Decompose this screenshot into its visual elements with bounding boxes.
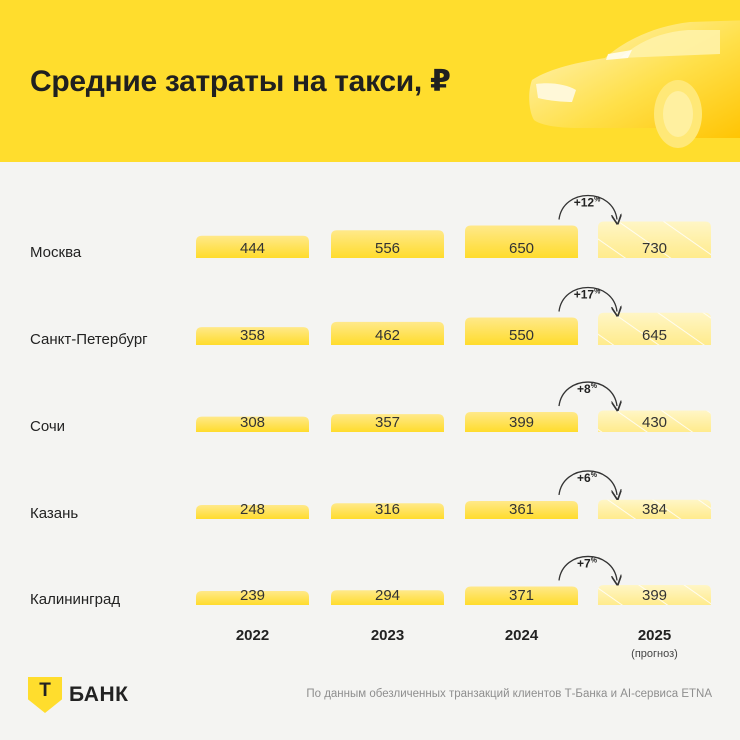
growth-arrow <box>558 287 617 312</box>
city-row: Москва 444 556 650 730 +12% <box>30 195 711 261</box>
growth-unit: % <box>591 383 598 390</box>
bar-value-label: 550 <box>509 327 534 344</box>
city-label: Москва <box>30 244 82 261</box>
bar-value-label: 316 <box>375 501 400 518</box>
growth-arrow <box>558 555 617 580</box>
bar-value-label: 645 <box>642 327 667 344</box>
forecast-note: (прогноз) <box>631 648 678 660</box>
city-row: Казань 248 316 361 384 +6% <box>30 470 711 522</box>
city-row: Сочи 308 357 399 430 +8% <box>30 381 711 435</box>
bar-value-label: 650 <box>509 240 534 257</box>
bar <box>196 235 309 258</box>
city-row: Санкт-Петербург 358 462 550 645 +17% <box>30 287 711 348</box>
bar-value-label: 399 <box>642 587 667 604</box>
bar <box>465 586 578 605</box>
growth-label: +7% <box>577 556 598 570</box>
bar <box>196 505 309 519</box>
growth-unit: % <box>594 197 601 204</box>
year-label: 2024 <box>505 627 539 644</box>
bar-value-label: 430 <box>642 414 667 431</box>
growth-unit: % <box>591 472 598 479</box>
bar <box>465 500 578 519</box>
bar-forecast-hatch <box>598 410 711 432</box>
bar <box>331 503 444 519</box>
bar-value-label: 384 <box>642 501 667 518</box>
bar-value-label: 358 <box>240 327 265 344</box>
growth-unit: % <box>591 557 598 564</box>
bar-value-label: 444 <box>240 240 265 257</box>
tbank-shield-icon: Т <box>28 677 62 713</box>
bar <box>331 590 444 605</box>
bar <box>196 416 309 432</box>
bar-value-label: 462 <box>375 327 400 344</box>
bar-value-label: 248 <box>240 501 265 518</box>
bar-value-label: 399 <box>509 414 534 431</box>
tbank-wordmark: БАНК <box>69 683 129 706</box>
bar-forecast-hatch <box>598 221 711 258</box>
bar <box>331 414 444 432</box>
bar <box>196 327 309 345</box>
growth-arrow <box>558 195 617 220</box>
bar <box>331 321 444 345</box>
bar <box>465 412 578 432</box>
city-label: Санкт-Петербург <box>30 331 148 348</box>
bar-value-label: 239 <box>240 587 265 604</box>
bar-value-label: 361 <box>509 501 534 518</box>
bar <box>331 230 444 258</box>
growth-unit: % <box>594 289 601 296</box>
bar <box>465 225 578 258</box>
city-row: Калининград 239 294 371 399 +7% <box>30 555 711 608</box>
growth-arrow <box>558 381 617 406</box>
bar-forecast-hatch <box>598 585 711 605</box>
growth-label: +17% <box>574 288 601 302</box>
growth-label: +8% <box>577 382 598 396</box>
year-label: 2022 <box>236 627 269 644</box>
header-banner: Средние затраты на такси, ₽ <box>0 0 740 162</box>
year-label: 2023 <box>371 627 404 644</box>
bar <box>196 591 309 605</box>
year-label: 2025 <box>638 627 671 644</box>
bar-forecast-hatch <box>598 499 711 519</box>
page-title: Средние затраты на такси, ₽ <box>30 65 451 98</box>
tbank-logo: Т БАНК <box>28 677 128 713</box>
taxi-cost-chart: Москва 444 556 650 730 +12% Санкт-Петербург 358… <box>30 195 711 660</box>
source-note: По данным обезличенных транзакций клиент… <box>306 688 712 700</box>
bar-value-label: 308 <box>240 414 265 431</box>
taxi-car-icon <box>529 20 740 148</box>
bar-value-label: 556 <box>375 240 400 257</box>
city-label: Калининград <box>30 591 120 608</box>
growth-label: +12% <box>574 196 601 210</box>
city-label: Казань <box>30 505 78 522</box>
bar-value-label: 294 <box>375 587 400 604</box>
bar <box>465 317 578 345</box>
bar-value-label: 357 <box>375 414 400 431</box>
growth-label: +6% <box>577 471 598 485</box>
bar-forecast-hatch <box>598 312 711 345</box>
growth-arrow <box>558 470 617 495</box>
city-label: Сочи <box>30 418 65 435</box>
bar-value-label: 730 <box>642 240 667 257</box>
bar-value-label: 371 <box>509 587 534 604</box>
